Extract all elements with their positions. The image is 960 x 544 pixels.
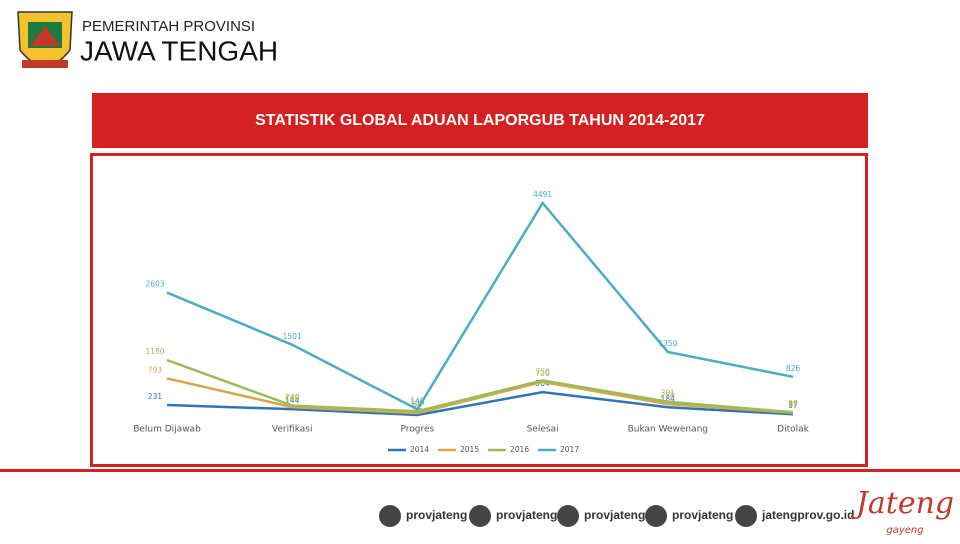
series-line	[166, 377, 794, 415]
legend-label: 2016	[510, 445, 529, 454]
data-label: 1180	[145, 347, 164, 356]
legend-label: 2014	[410, 445, 429, 454]
social-handle: provjateng	[672, 508, 733, 522]
chart-frame	[90, 153, 868, 467]
divider	[0, 469, 960, 472]
data-label: 504	[535, 379, 550, 388]
legend-label: 2017	[560, 445, 579, 454]
x-tick-label: Verifikasi	[272, 425, 313, 435]
social-icon	[557, 505, 579, 527]
x-tick-label: Bukan Wewenang	[628, 425, 708, 435]
data-label: 231	[148, 392, 163, 401]
social-handle: provjateng	[406, 508, 467, 522]
x-tick-label: Belum Dijawab	[133, 425, 201, 435]
data-label: 720	[535, 369, 550, 378]
data-label: 250	[661, 391, 676, 400]
social-icon	[469, 505, 491, 527]
series-line	[166, 390, 794, 417]
data-label: 144	[285, 396, 300, 405]
data-label: 826	[786, 364, 801, 373]
plot: Belum Dijawab Verifikasi Progres Selesai Buk…	[133, 190, 809, 454]
data-label: 67	[788, 400, 798, 409]
logo	[17, 11, 73, 68]
footer: provjateng provjateng provjateng provjateng…	[379, 505, 854, 527]
data-label: 793	[148, 365, 163, 374]
data-label: 1350	[658, 339, 677, 348]
header-line2: JAWA TENGAH	[80, 35, 278, 66]
data-label: 80	[788, 399, 798, 408]
footer-logo-sub: gayeng	[886, 525, 923, 536]
x-tick-label: Selesai	[527, 425, 559, 435]
data-label: 301	[661, 389, 676, 398]
social-icon	[379, 505, 401, 527]
series-line	[166, 358, 794, 414]
data-label: 22	[413, 402, 423, 411]
social-icon	[735, 505, 757, 527]
social-handle: provjateng	[584, 508, 645, 522]
data-label: 37	[788, 401, 798, 410]
data-label: 750	[535, 367, 550, 376]
data-label: 4491	[533, 190, 552, 199]
data-label: 60	[413, 400, 423, 409]
data-label: 100	[410, 398, 425, 407]
data-label: 184	[661, 394, 676, 403]
footer-logo: Jateng	[850, 486, 954, 521]
social-icon	[645, 505, 667, 527]
x-tick-label: Ditolak	[777, 425, 809, 435]
data-label: 2603	[145, 280, 164, 289]
data-label: 140	[410, 396, 425, 405]
legend-label: 2015	[460, 445, 479, 454]
series-line	[166, 200, 794, 412]
social-handle: jatengprov.go.id	[761, 508, 854, 522]
title-banner	[92, 93, 868, 148]
social-handle: provjateng	[496, 508, 557, 522]
data-label: 188	[285, 394, 300, 403]
chart-title: STATISTIK GLOBAL ADUAN LAPORGUB TAHUN 20…	[255, 112, 705, 129]
x-tick-label: Progres	[401, 425, 435, 435]
header-line1: PEMERINTAH PROVINSI	[82, 18, 255, 35]
data-label: 220	[285, 393, 300, 402]
data-label: 1501	[283, 332, 302, 341]
